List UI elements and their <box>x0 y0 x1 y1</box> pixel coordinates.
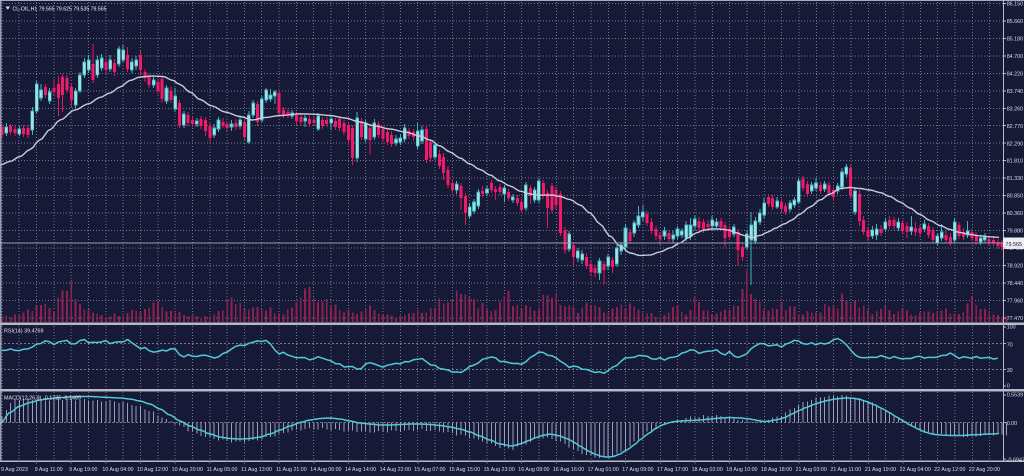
svg-text:83.260: 83.260 <box>1007 106 1024 112</box>
svg-text:70: 70 <box>1007 342 1013 348</box>
svg-text:80.850: 80.850 <box>1007 194 1024 200</box>
svg-text:85.660: 85.660 <box>1007 19 1024 25</box>
svg-text:14 Aug 06:00: 14 Aug 06:00 <box>310 467 341 473</box>
svg-text:22 Aug 12:00: 22 Aug 12:00 <box>934 467 965 473</box>
svg-text:15 Aug 23:00: 15 Aug 23:00 <box>484 467 515 473</box>
svg-text:82.290: 82.290 <box>1007 141 1024 147</box>
svg-text:21 Aug 19:00: 21 Aug 19:00 <box>865 467 896 473</box>
svg-text:16 Aug 16:00: 16 Aug 16:00 <box>553 467 584 473</box>
svg-text:16 Aug 08:00: 16 Aug 08:00 <box>518 467 549 473</box>
svg-text:18 Aug 18:00: 18 Aug 18:00 <box>761 467 792 473</box>
svg-text:78.440: 78.440 <box>1007 281 1024 287</box>
svg-text:11 Aug 13:00: 11 Aug 13:00 <box>241 467 272 473</box>
svg-text:79.880: 79.880 <box>1007 229 1024 235</box>
svg-text:18 Aug 02:00: 18 Aug 02:00 <box>692 467 723 473</box>
svg-text:22 Aug 20:00: 22 Aug 20:00 <box>969 467 1000 473</box>
svg-text:85.180: 85.180 <box>1007 37 1024 43</box>
svg-text:0.5539: 0.5539 <box>1007 393 1024 399</box>
svg-text:86.150: 86.150 <box>1007 2 1024 8</box>
svg-text:17 Aug 17:00: 17 Aug 17:00 <box>657 467 688 473</box>
svg-text:0: 0 <box>1007 383 1010 389</box>
svg-text:30: 30 <box>1007 368 1013 374</box>
svg-text:18 Aug 10:00: 18 Aug 10:00 <box>726 467 757 473</box>
svg-text:21 Aug 03:00: 21 Aug 03:00 <box>796 467 827 473</box>
svg-text:82.770: 82.770 <box>1007 124 1024 130</box>
svg-text:84.700: 84.700 <box>1007 54 1024 60</box>
svg-text:78.920: 78.920 <box>1007 264 1024 270</box>
svg-text:15 Aug 15:00: 15 Aug 15:00 <box>449 467 480 473</box>
svg-text:9 Aug 2023: 9 Aug 2023 <box>1 467 28 473</box>
svg-text:11 Aug 05:00: 11 Aug 05:00 <box>207 467 238 473</box>
svg-text:77.470: 77.470 <box>1007 316 1024 322</box>
svg-text:79.565: 79.565 <box>1006 242 1023 248</box>
svg-text:80.360: 80.360 <box>1007 211 1024 217</box>
svg-text:81.330: 81.330 <box>1007 176 1024 182</box>
svg-text:-0.6947: -0.6947 <box>1007 458 1024 464</box>
svg-text:83.740: 83.740 <box>1007 89 1024 95</box>
svg-text:17 Aug 01:00: 17 Aug 01:00 <box>588 467 619 473</box>
svg-text:CL-OIL,H1 79.565 79.625 79.535: CL-OIL,H1 79.565 79.625 79.535 79.565 <box>13 7 107 13</box>
svg-text:10 Aug 04:00: 10 Aug 04:00 <box>102 467 133 473</box>
svg-text:79.400: 79.400 <box>1007 246 1024 252</box>
svg-text:21 Aug 11:00: 21 Aug 11:00 <box>830 467 861 473</box>
svg-text:17 Aug 09:00: 17 Aug 09:00 <box>622 467 653 473</box>
svg-text:15 Aug 07:00: 15 Aug 07:00 <box>414 467 445 473</box>
svg-text:0.00: 0.00 <box>1007 421 1018 427</box>
svg-text:10 Aug 12:00: 10 Aug 12:00 <box>137 467 168 473</box>
svg-text:14 Aug 22:00: 14 Aug 22:00 <box>380 467 411 473</box>
svg-text:11 Aug 21:00: 11 Aug 21:00 <box>276 467 307 473</box>
svg-text:9 Aug 11:00: 9 Aug 11:00 <box>35 467 63 473</box>
svg-text:MACD(12,26,9) -0.1735 -0.1489: MACD(12,26,9) -0.1735 -0.1489 <box>4 396 81 402</box>
svg-text:9 Aug 19:00: 9 Aug 19:00 <box>69 467 97 473</box>
svg-text:14 Aug 14:00: 14 Aug 14:00 <box>345 467 376 473</box>
svg-text:81.810: 81.810 <box>1007 159 1024 165</box>
svg-text:22 Aug 04:00: 22 Aug 04:00 <box>900 467 931 473</box>
svg-text:84.220: 84.220 <box>1007 71 1024 77</box>
svg-text:10 Aug 20:00: 10 Aug 20:00 <box>172 467 203 473</box>
svg-text:77.960: 77.960 <box>1007 298 1024 304</box>
svg-text:100: 100 <box>1007 325 1016 331</box>
svg-text:RSI(14) 39.4769: RSI(14) 39.4769 <box>4 329 44 335</box>
